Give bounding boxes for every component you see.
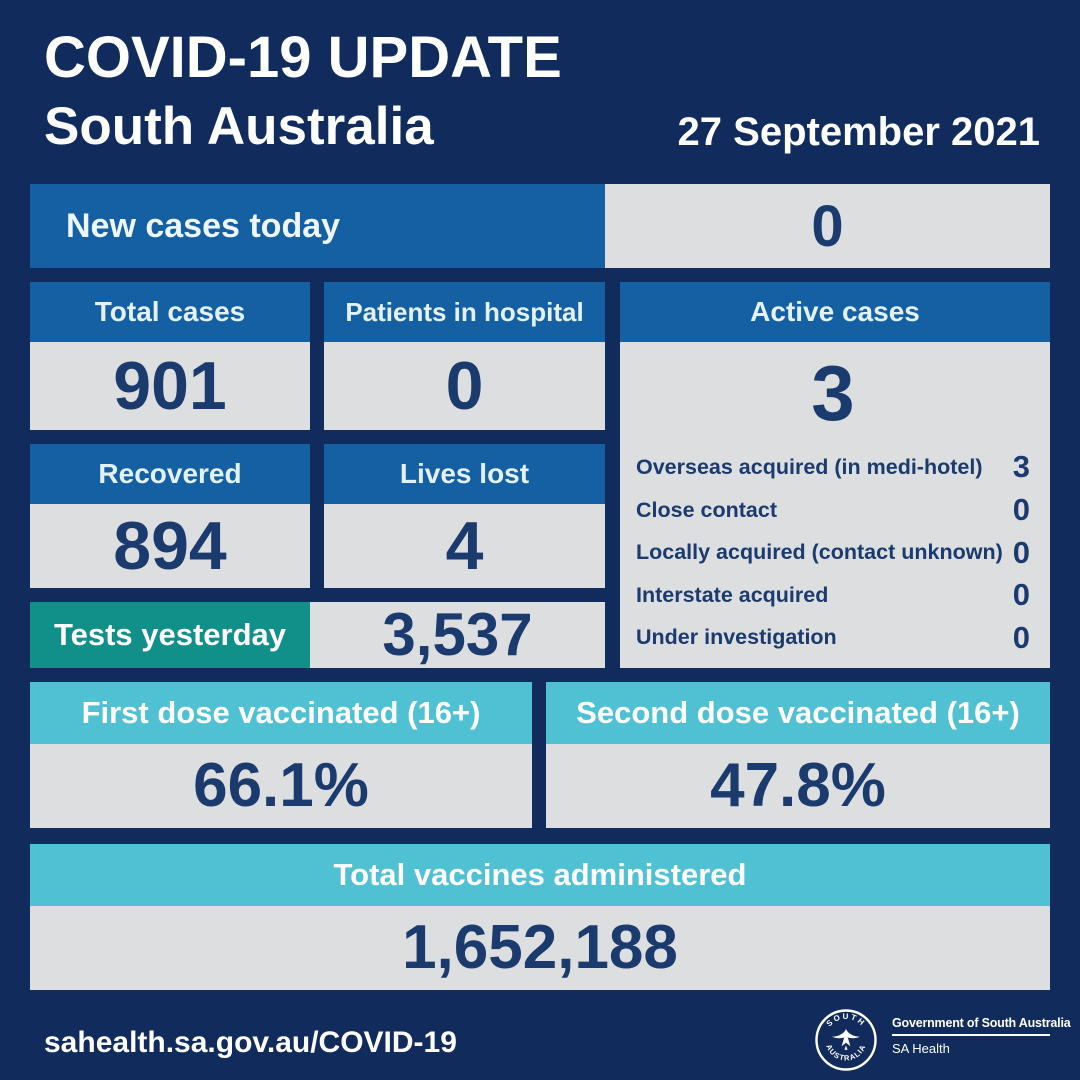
south-australia-emblem-icon: SOUTH AUSTRALIA: [815, 1009, 877, 1071]
brand-divider: [892, 1034, 1050, 1036]
new-cases-banner: New cases today 0: [30, 184, 1050, 268]
total-cases-value: 901: [30, 342, 310, 430]
new-cases-value: 0: [605, 184, 1050, 268]
breakdown-row-interstate: Interstate acquired 0: [636, 575, 1030, 615]
piping-shrike-bird-icon: [831, 1029, 861, 1050]
breakdown-row-close-contact: Close contact 0: [636, 490, 1030, 530]
tests-yesterday-value: 3,537: [310, 602, 605, 668]
breakdown-label: Locally acquired (contact unknown): [636, 540, 1003, 565]
total-vaccines-value: 1,652,188: [30, 906, 1050, 990]
lives-lost-value: 4: [324, 504, 605, 588]
report-date: 27 September 2021: [677, 110, 1040, 154]
total-cases-card: Total cases 901: [30, 282, 310, 430]
breakdown-label: Interstate acquired: [636, 582, 829, 607]
page-title: COVID-19 UPDATE: [44, 25, 562, 90]
active-cases-value: 3: [811, 349, 855, 437]
active-cases-label: Active cases: [620, 282, 1050, 342]
total-cases-label: Total cases: [30, 282, 310, 342]
first-dose-card: First dose vaccinated (16+) 66.1%: [30, 682, 532, 828]
second-dose-card: Second dose vaccinated (16+) 47.8%: [546, 682, 1050, 828]
total-vaccines-label: Total vaccines administered: [30, 844, 1050, 906]
breakdown-value: 3: [1012, 449, 1030, 485]
new-cases-label: New cases today: [30, 184, 605, 268]
breakdown-row-locally-acquired: Locally acquired (contact unknown) 0: [636, 533, 1030, 573]
breakdown-row-overseas: Overseas acquired (in medi-hotel) 3: [636, 447, 1030, 487]
first-dose-value: 66.1%: [30, 744, 532, 828]
tests-yesterday-row: Tests yesterday 3,537: [30, 602, 605, 668]
lives-lost-label: Lives lost: [324, 444, 605, 504]
breakdown-value: 0: [1012, 619, 1030, 655]
footer-url-link[interactable]: sahealth.sa.gov.au/COVID-19: [44, 1026, 457, 1059]
active-cases-breakdown: Overseas acquired (in medi-hotel) 3 Clos…: [636, 447, 1030, 658]
breakdown-value: 0: [1012, 577, 1030, 613]
patients-in-hospital-value: 0: [324, 342, 605, 430]
first-dose-label: First dose vaccinated (16+): [30, 682, 532, 744]
tests-yesterday-label: Tests yesterday: [30, 602, 310, 668]
total-vaccines-card: Total vaccines administered 1,652,188: [30, 844, 1050, 990]
page-subtitle: South Australia: [44, 97, 434, 156]
lives-lost-card: Lives lost 4: [324, 444, 605, 588]
government-name: Government of South Australia: [892, 1016, 1071, 1030]
recovered-value: 894: [30, 504, 310, 588]
breakdown-label: Close contact: [636, 497, 777, 522]
recovered-card: Recovered 894: [30, 444, 310, 588]
second-dose-label: Second dose vaccinated (16+): [546, 682, 1050, 744]
government-brand-block: Government of South Australia SA Health: [892, 1016, 1071, 1056]
breakdown-row-under-investigation: Under investigation 0: [636, 618, 1030, 658]
breakdown-value: 0: [1012, 492, 1030, 528]
active-cases-body: 3 Overseas acquired (in medi-hotel) 3 Cl…: [620, 342, 1050, 668]
recovered-label: Recovered: [30, 444, 310, 504]
active-cases-card: Active cases 3 Overseas acquired (in med…: [620, 282, 1050, 668]
patients-in-hospital-card: Patients in hospital 0: [324, 282, 605, 430]
agency-name: SA Health: [892, 1041, 950, 1056]
second-dose-value: 47.8%: [546, 744, 1050, 828]
breakdown-label: Overseas acquired (in medi-hotel): [636, 454, 983, 479]
breakdown-label: Under investigation: [636, 625, 837, 650]
patients-in-hospital-label: Patients in hospital: [324, 282, 605, 342]
breakdown-value: 0: [1012, 534, 1030, 570]
